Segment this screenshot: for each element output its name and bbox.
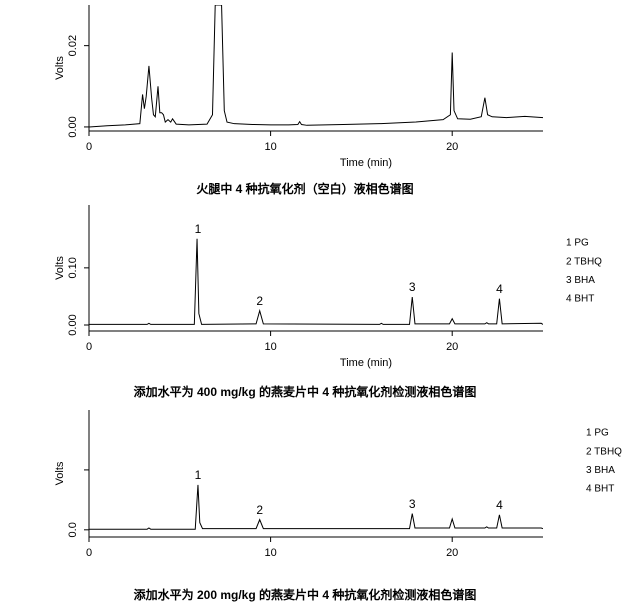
x-tick-label: 0 — [86, 547, 92, 559]
chart-caption: 添加水平为 400 mg/kg 的燕麦片中 4 种抗氧化剂检测液相色谱图 — [134, 384, 477, 399]
chart: 0 10 20 0.0 Volts 添加水平为 200 mg/kg 的燕麦片中 4 种抗氧… — [54, 410, 622, 602]
signal-trace — [89, 238, 543, 325]
legend-entry: 1 PG — [566, 238, 589, 249]
chart-caption: 火腿中 4 种抗氧化剂（空白）液相色谱图 — [196, 181, 413, 196]
peak-label: 2 — [256, 503, 263, 517]
x-axis-label: Time (min) — [340, 157, 392, 169]
peak-label: 4 — [496, 498, 503, 512]
x-tick-label: 10 — [264, 341, 276, 353]
legend-entry: 4 BHT — [586, 484, 614, 495]
x-tick-label: 20 — [446, 341, 458, 353]
y-tick-label: 0.00 — [67, 116, 79, 137]
x-tick-label: 0 — [86, 341, 92, 353]
peak-label: 2 — [256, 294, 263, 308]
chart-caption: 添加水平为 200 mg/kg 的燕麦片中 4 种抗氧化剂检测液相色谱图 — [134, 587, 477, 602]
peak-label: 3 — [409, 280, 416, 294]
x-tick-label: 0 — [86, 141, 92, 153]
legend-entry: 2 TBHQ — [566, 256, 602, 267]
signal-trace — [89, 5, 543, 128]
y-tick-label: 0.10 — [67, 257, 79, 278]
legend-entry: 1 PG — [586, 428, 609, 439]
y-axis-label: Volts — [54, 256, 66, 280]
peak-label: 1 — [195, 222, 202, 236]
legend-entry: 4 BHT — [566, 294, 594, 305]
y-axis-label: Volts — [54, 461, 66, 485]
x-axis-label: Time (min) — [340, 357, 392, 369]
x-tick-label: 10 — [264, 141, 276, 153]
peak-label: 4 — [496, 282, 503, 296]
peak-label: 1 — [195, 468, 202, 482]
legend-entry: 3 BHA — [586, 465, 615, 476]
signal-trace — [89, 484, 543, 530]
legend-entry: 2 TBHQ — [586, 446, 622, 457]
x-tick-label: 20 — [446, 141, 458, 153]
y-tick-label: 0.00 — [67, 314, 79, 335]
y-tick-label: 0.02 — [67, 35, 79, 56]
y-tick-label: 0.0 — [67, 522, 79, 537]
y-axis-label: Volts — [54, 56, 66, 80]
x-tick-label: 10 — [264, 547, 276, 559]
peak-label: 3 — [409, 497, 416, 511]
legend-entry: 3 BHA — [566, 275, 595, 286]
x-tick-label: 20 — [446, 547, 458, 559]
